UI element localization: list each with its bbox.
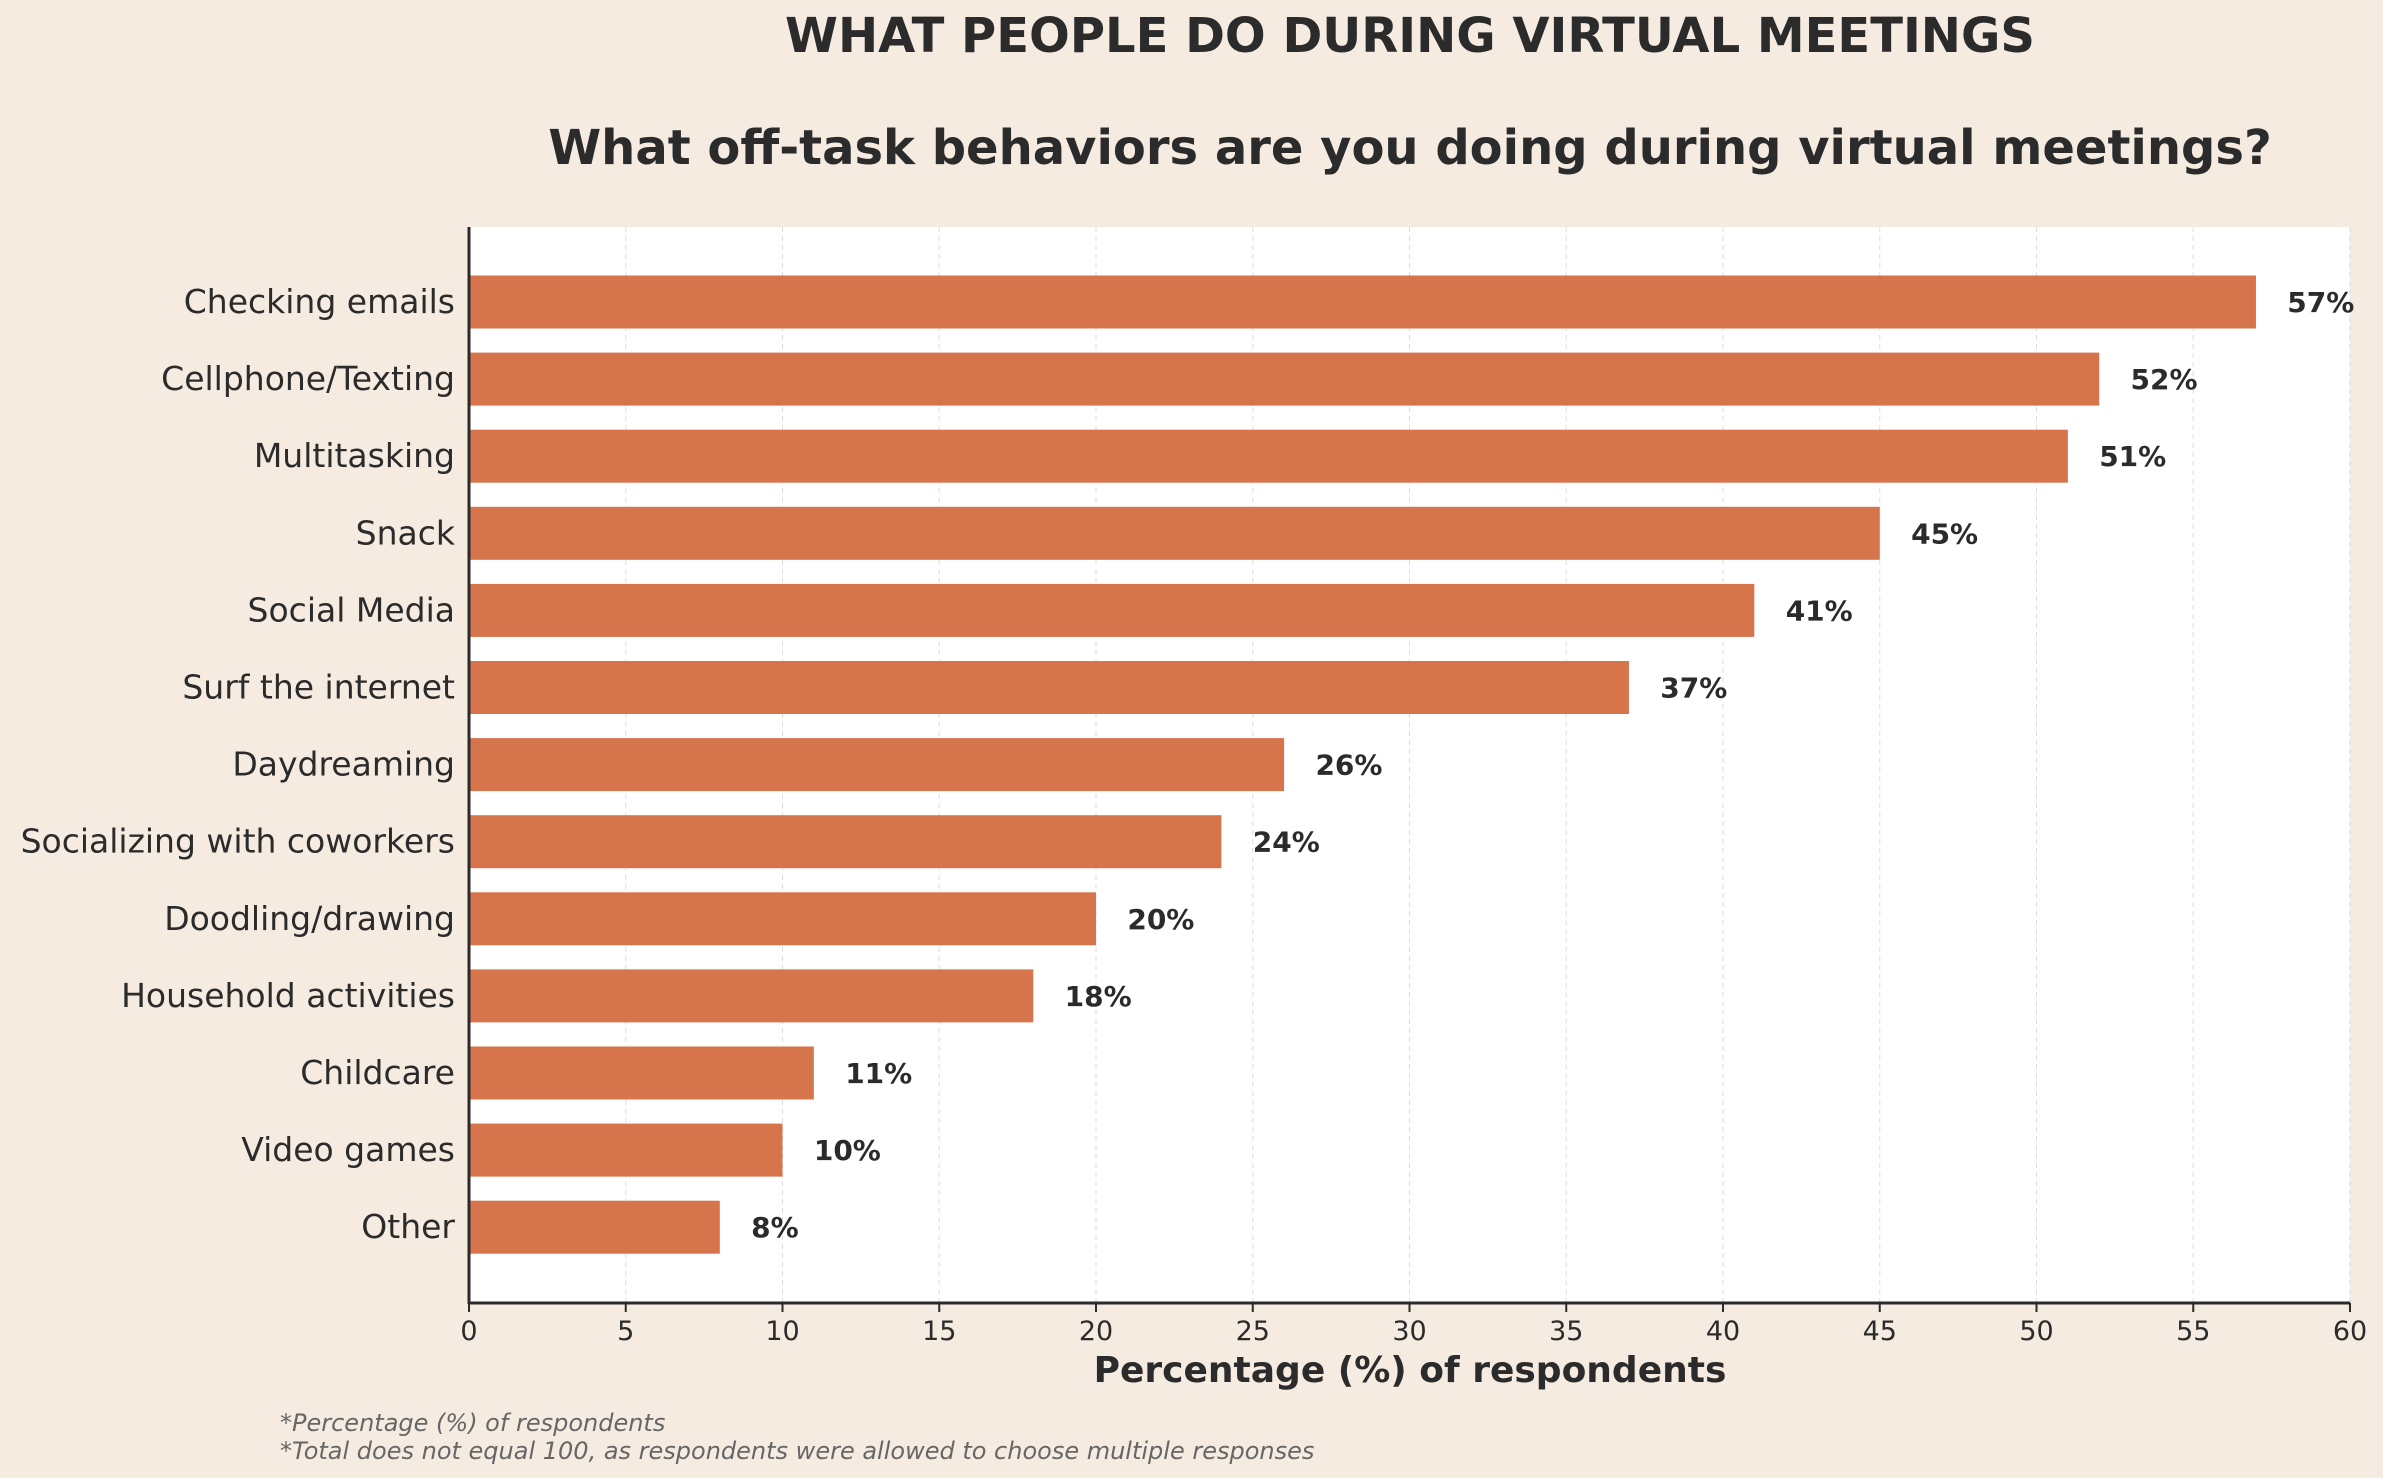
value-label: 37% [1660, 672, 1727, 705]
value-label: 45% [1911, 517, 1978, 550]
category-label: Social Media [248, 590, 455, 629]
x-tick-label: 60 [2333, 1316, 2367, 1347]
category-label: Socializing with coworkers [21, 822, 455, 861]
bar [469, 969, 1034, 1023]
x-axis-label: Percentage (%) of respondents [1094, 1350, 1727, 1391]
value-label: 10% [814, 1134, 881, 1167]
bar [469, 429, 2068, 483]
value-label: 57% [2287, 286, 2354, 319]
x-tick-label: 40 [1706, 1316, 1740, 1347]
bar [469, 892, 1096, 946]
category-label: Household activities [121, 976, 455, 1015]
bar [469, 1200, 720, 1254]
footnote-1: *Percentage (%) of respondents [280, 1409, 665, 1437]
x-tick-label: 5 [617, 1316, 634, 1347]
bar [469, 583, 1755, 637]
value-label: 52% [2131, 363, 2198, 396]
x-ticks: 0 5 10 15 20 25 30 35 40 45 50 55 60 [460, 1303, 2367, 1347]
value-label: 24% [1253, 826, 1320, 859]
x-tick-label: 10 [765, 1316, 799, 1347]
chart-subtitle: What off-task behaviors are you doing du… [548, 120, 2272, 176]
category-label: Other [361, 1207, 455, 1246]
category-label: Multitasking [254, 436, 455, 475]
value-labels: 57% 52% 51% 45% 41% 37% 26% 24% 20% 18% 11% 10% 8% [751, 286, 2354, 1244]
x-tick-label: 25 [1236, 1316, 1270, 1347]
value-label: 41% [1786, 594, 1853, 627]
bar [469, 815, 1222, 869]
value-label: 18% [1065, 980, 1132, 1013]
bar [469, 1123, 783, 1177]
category-label: Video games [241, 1130, 455, 1169]
x-tick-label: 35 [1549, 1316, 1583, 1347]
chart-title: WHAT PEOPLE DO DURING VIRTUAL MEETINGS [785, 8, 2035, 64]
value-label: 26% [1315, 749, 1382, 782]
bar [469, 661, 1629, 714]
x-tick-label: 0 [460, 1316, 477, 1347]
category-label: Checking emails [184, 282, 455, 321]
x-tick-label: 45 [1863, 1316, 1897, 1347]
bar [469, 738, 1285, 792]
value-label: 11% [845, 1057, 912, 1090]
value-label: 51% [2099, 440, 2166, 473]
category-label: Cellphone/Texting [161, 359, 455, 398]
x-tick-label: 50 [2019, 1316, 2053, 1347]
bars [469, 275, 2256, 1254]
category-label: Childcare [300, 1053, 455, 1092]
category-labels: Checking emails Cellphone/Texting Multitas… [21, 282, 456, 1246]
x-tick-label: 30 [1392, 1316, 1426, 1347]
bar [469, 1046, 814, 1100]
category-label: Snack [356, 513, 456, 552]
value-label: 20% [1127, 903, 1194, 936]
x-tick-label: 20 [1079, 1316, 1113, 1347]
bar [469, 352, 2100, 406]
category-label: Daydreaming [232, 745, 455, 784]
bar [469, 275, 2256, 329]
x-tick-label: 55 [2176, 1316, 2210, 1347]
value-label: 8% [751, 1211, 799, 1244]
category-label: Surf the internet [182, 668, 455, 707]
category-label: Doodling/drawing [164, 899, 455, 938]
bar [469, 506, 1880, 560]
x-tick-label: 15 [922, 1316, 956, 1347]
footnote-2: *Total does not equal 100, as respondent… [280, 1437, 1314, 1465]
